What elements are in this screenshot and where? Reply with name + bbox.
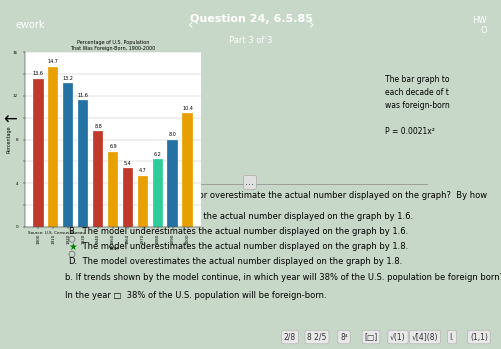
Text: 8 2/5: 8 2/5 — [307, 333, 326, 342]
Text: ›: › — [308, 18, 313, 32]
Text: 8⁴: 8⁴ — [340, 333, 347, 342]
Bar — [78, 101, 88, 227]
Title: Percentage of U.S. Population
That Was Foreign-Born, 1900-2000: Percentage of U.S. Population That Was F… — [70, 40, 155, 51]
Text: 8.0: 8.0 — [168, 132, 176, 138]
Text: √[4](8): √[4](8) — [411, 333, 437, 342]
Text: 4.7: 4.7 — [139, 169, 146, 173]
Text: Question 24, 6.5.85: Question 24, 6.5.85 — [189, 14, 312, 24]
Text: Source: U.S. Census Bureau: Source: U.S. Census Bureau — [28, 231, 85, 235]
Text: (1,1): (1,1) — [469, 333, 487, 342]
Bar — [93, 131, 103, 227]
Text: 11.6: 11.6 — [78, 93, 88, 98]
Text: ✘: ✘ — [68, 212, 76, 222]
Bar — [182, 113, 192, 227]
Text: HW
O: HW O — [471, 16, 486, 35]
Text: B.: B. — [68, 227, 76, 236]
Text: √(1): √(1) — [389, 333, 405, 342]
Text: A.  The model overestimates the actual number displayed on the graph by 1.6.: A. The model overestimates the actual nu… — [80, 212, 412, 221]
Text: 13.6: 13.6 — [33, 71, 44, 76]
Text: 6.9: 6.9 — [109, 144, 117, 149]
Text: 2/8: 2/8 — [284, 333, 296, 342]
Bar — [63, 83, 73, 227]
Text: 14.7: 14.7 — [48, 59, 59, 64]
Text: The model overestimates the actual number displayed on the graph by 1.8.: The model overestimates the actual numbe… — [80, 257, 401, 266]
Text: Part 3 of 3: Part 3 of 3 — [229, 36, 272, 45]
Text: ...: ... — [245, 177, 254, 187]
Y-axis label: Percentage: Percentage — [7, 126, 12, 154]
Bar — [48, 67, 58, 227]
Text: 10.4: 10.4 — [182, 106, 193, 111]
Bar — [122, 168, 133, 227]
Bar — [33, 79, 44, 227]
Text: The model underestimates the actual number displayed on the graph by 1.8.: The model underestimates the actual numb… — [80, 242, 407, 251]
Text: I.: I. — [449, 333, 453, 342]
Text: 13.2: 13.2 — [63, 76, 74, 81]
Text: 5.4: 5.4 — [124, 161, 131, 166]
Text: ★: ★ — [68, 242, 77, 252]
Text: In the year □  38% of the U.S. population will be foreign-born.: In the year □ 38% of the U.S. population… — [65, 291, 326, 300]
Text: ←: ← — [3, 111, 17, 128]
Bar — [108, 151, 118, 227]
Text: The model underestimates the actual number displayed on the graph by 1.6.: The model underestimates the actual numb… — [80, 227, 407, 236]
Text: ework: ework — [15, 20, 45, 30]
Text: The bar graph to
each decade of t
was foreign-born

P = 0.0021x²: The bar graph to each decade of t was fo… — [384, 75, 449, 136]
Text: b. If trends shown by the model continue, in which year will 38% of the U.S. pop: b. If trends shown by the model continue… — [65, 273, 501, 282]
Bar — [152, 159, 163, 227]
Text: ‹: ‹ — [187, 18, 193, 32]
Bar — [167, 140, 177, 227]
Text: 8.8: 8.8 — [94, 124, 102, 129]
Text: 6.2: 6.2 — [153, 152, 161, 157]
Text: [□]: [□] — [364, 333, 377, 342]
Text: Does the model underestimate or overestimate the actual number displayed on the : Does the model underestimate or overesti… — [65, 191, 486, 211]
Bar — [137, 176, 148, 227]
X-axis label: Year: Year — [108, 246, 118, 251]
Text: D.: D. — [68, 257, 77, 266]
